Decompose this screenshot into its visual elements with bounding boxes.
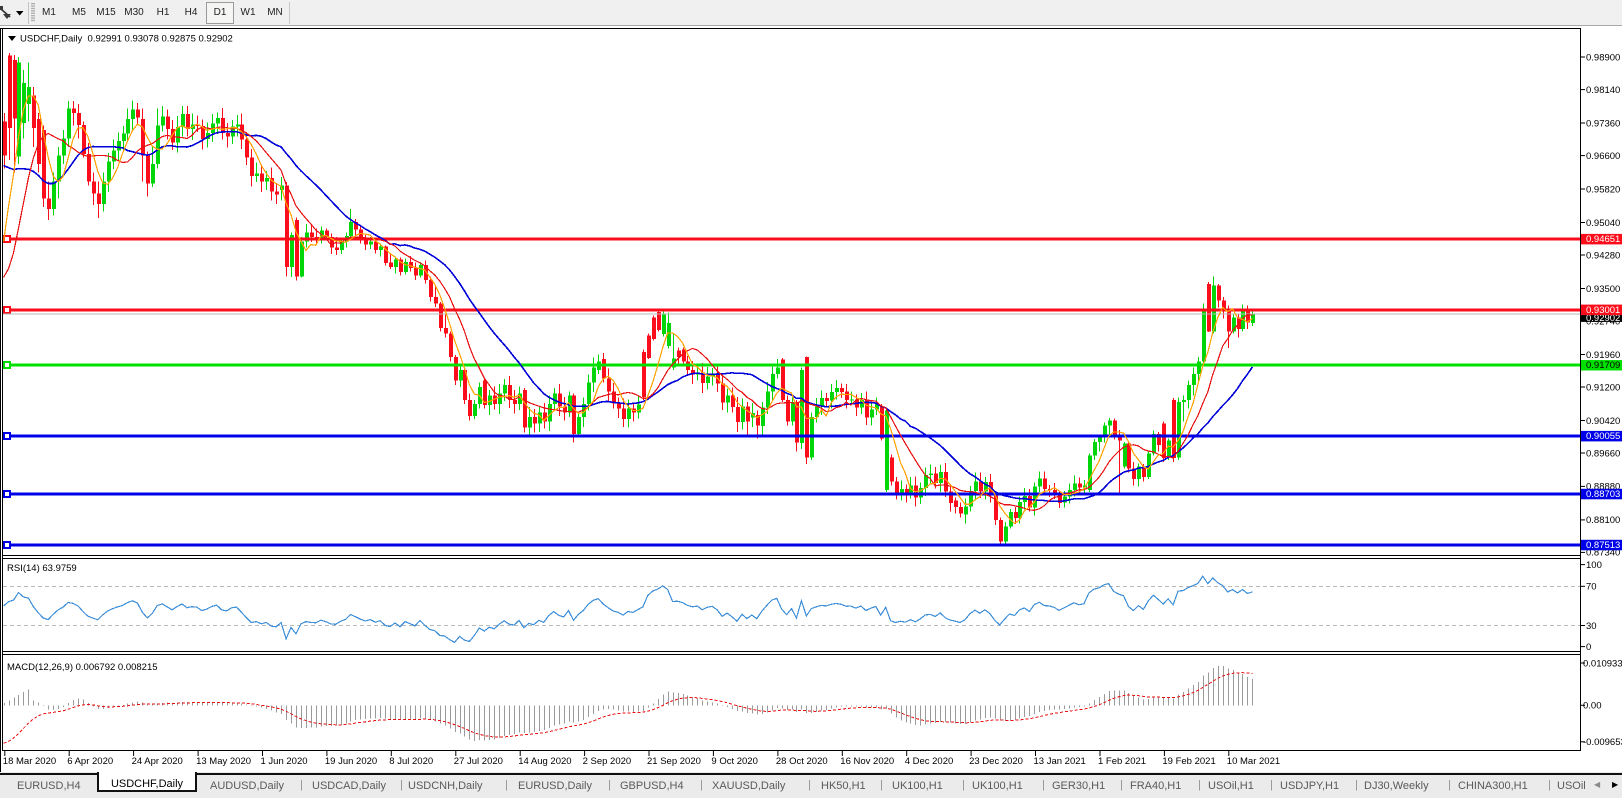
svg-text:0.00: 0.00: [1583, 701, 1602, 712]
svg-text:10 Mar 2021: 10 Mar 2021: [1227, 756, 1280, 767]
svg-text:14 Aug 2020: 14 Aug 2020: [518, 756, 571, 767]
svg-text:0.93001: 0.93001: [1586, 305, 1620, 316]
svg-text:-0.009653: -0.009653: [1583, 737, 1622, 748]
svg-text:100: 100: [1586, 560, 1602, 571]
svg-text:0.010933: 0.010933: [1583, 658, 1622, 669]
svg-text:USDCHF,Daily 0.92991 0.93078: USDCHF,Daily 0.92991 0.93078 0.92875 0.9…: [20, 34, 233, 45]
svg-text:1 Feb 2021: 1 Feb 2021: [1098, 756, 1146, 767]
svg-text:13 May 2020: 13 May 2020: [196, 756, 251, 767]
svg-text:0.87340: 0.87340: [1586, 548, 1620, 559]
svg-text:0.97360: 0.97360: [1586, 118, 1620, 129]
svg-text:0.98900: 0.98900: [1586, 52, 1620, 63]
svg-text:0.88880: 0.88880: [1586, 482, 1620, 493]
svg-text:0.95040: 0.95040: [1586, 218, 1620, 229]
svg-text:19 Jun 2020: 19 Jun 2020: [325, 756, 377, 767]
svg-text:0.87513: 0.87513: [1586, 540, 1620, 551]
svg-text:4 Dec 2020: 4 Dec 2020: [905, 756, 954, 767]
svg-text:0.95820: 0.95820: [1586, 184, 1620, 195]
svg-text:0.91960: 0.91960: [1586, 350, 1620, 361]
svg-text:18 Mar 2020: 18 Mar 2020: [3, 756, 56, 767]
svg-text:1 Jun 2020: 1 Jun 2020: [261, 756, 308, 767]
svg-text:30: 30: [1586, 621, 1597, 632]
svg-text:9 Oct 2020: 9 Oct 2020: [711, 756, 757, 767]
svg-text:2 Sep 2020: 2 Sep 2020: [583, 756, 632, 767]
svg-text:6 Apr 2020: 6 Apr 2020: [67, 756, 113, 767]
svg-text:0.88703: 0.88703: [1586, 489, 1620, 500]
svg-text:23 Dec 2020: 23 Dec 2020: [969, 756, 1023, 767]
svg-text:27 Jul 2020: 27 Jul 2020: [454, 756, 503, 767]
svg-text:0.98140: 0.98140: [1586, 85, 1620, 96]
svg-text:MACD(12,26,9) 0.006792 0.00821: MACD(12,26,9) 0.006792 0.008215: [7, 662, 158, 673]
svg-text:0.94280: 0.94280: [1586, 250, 1620, 261]
svg-text:0.96600: 0.96600: [1586, 151, 1620, 162]
svg-text:21 Sep 2020: 21 Sep 2020: [647, 756, 701, 767]
svg-text:70: 70: [1586, 582, 1597, 593]
svg-text:0: 0: [1586, 642, 1591, 653]
svg-text:13 Jan 2021: 13 Jan 2021: [1034, 756, 1086, 767]
svg-text:0.89660: 0.89660: [1586, 448, 1620, 459]
svg-text:0.90420: 0.90420: [1586, 416, 1620, 427]
svg-text:0.93500: 0.93500: [1586, 284, 1620, 295]
svg-text:24 Apr 2020: 24 Apr 2020: [132, 756, 183, 767]
svg-text:RSI(14) 63.9759: RSI(14) 63.9759: [7, 563, 77, 574]
svg-text:0.92902: 0.92902: [1586, 313, 1620, 324]
svg-text:0.91709: 0.91709: [1586, 360, 1620, 371]
svg-text:0.91200: 0.91200: [1586, 382, 1620, 393]
svg-text:0.90055: 0.90055: [1586, 431, 1620, 442]
svg-text:0.88100: 0.88100: [1586, 515, 1620, 526]
svg-text:16 Nov 2020: 16 Nov 2020: [840, 756, 894, 767]
svg-text:19 Feb 2021: 19 Feb 2021: [1162, 756, 1215, 767]
svg-text:8 Jul 2020: 8 Jul 2020: [389, 756, 433, 767]
svg-text:0.94651: 0.94651: [1586, 234, 1620, 245]
svg-text:28 Oct 2020: 28 Oct 2020: [776, 756, 828, 767]
